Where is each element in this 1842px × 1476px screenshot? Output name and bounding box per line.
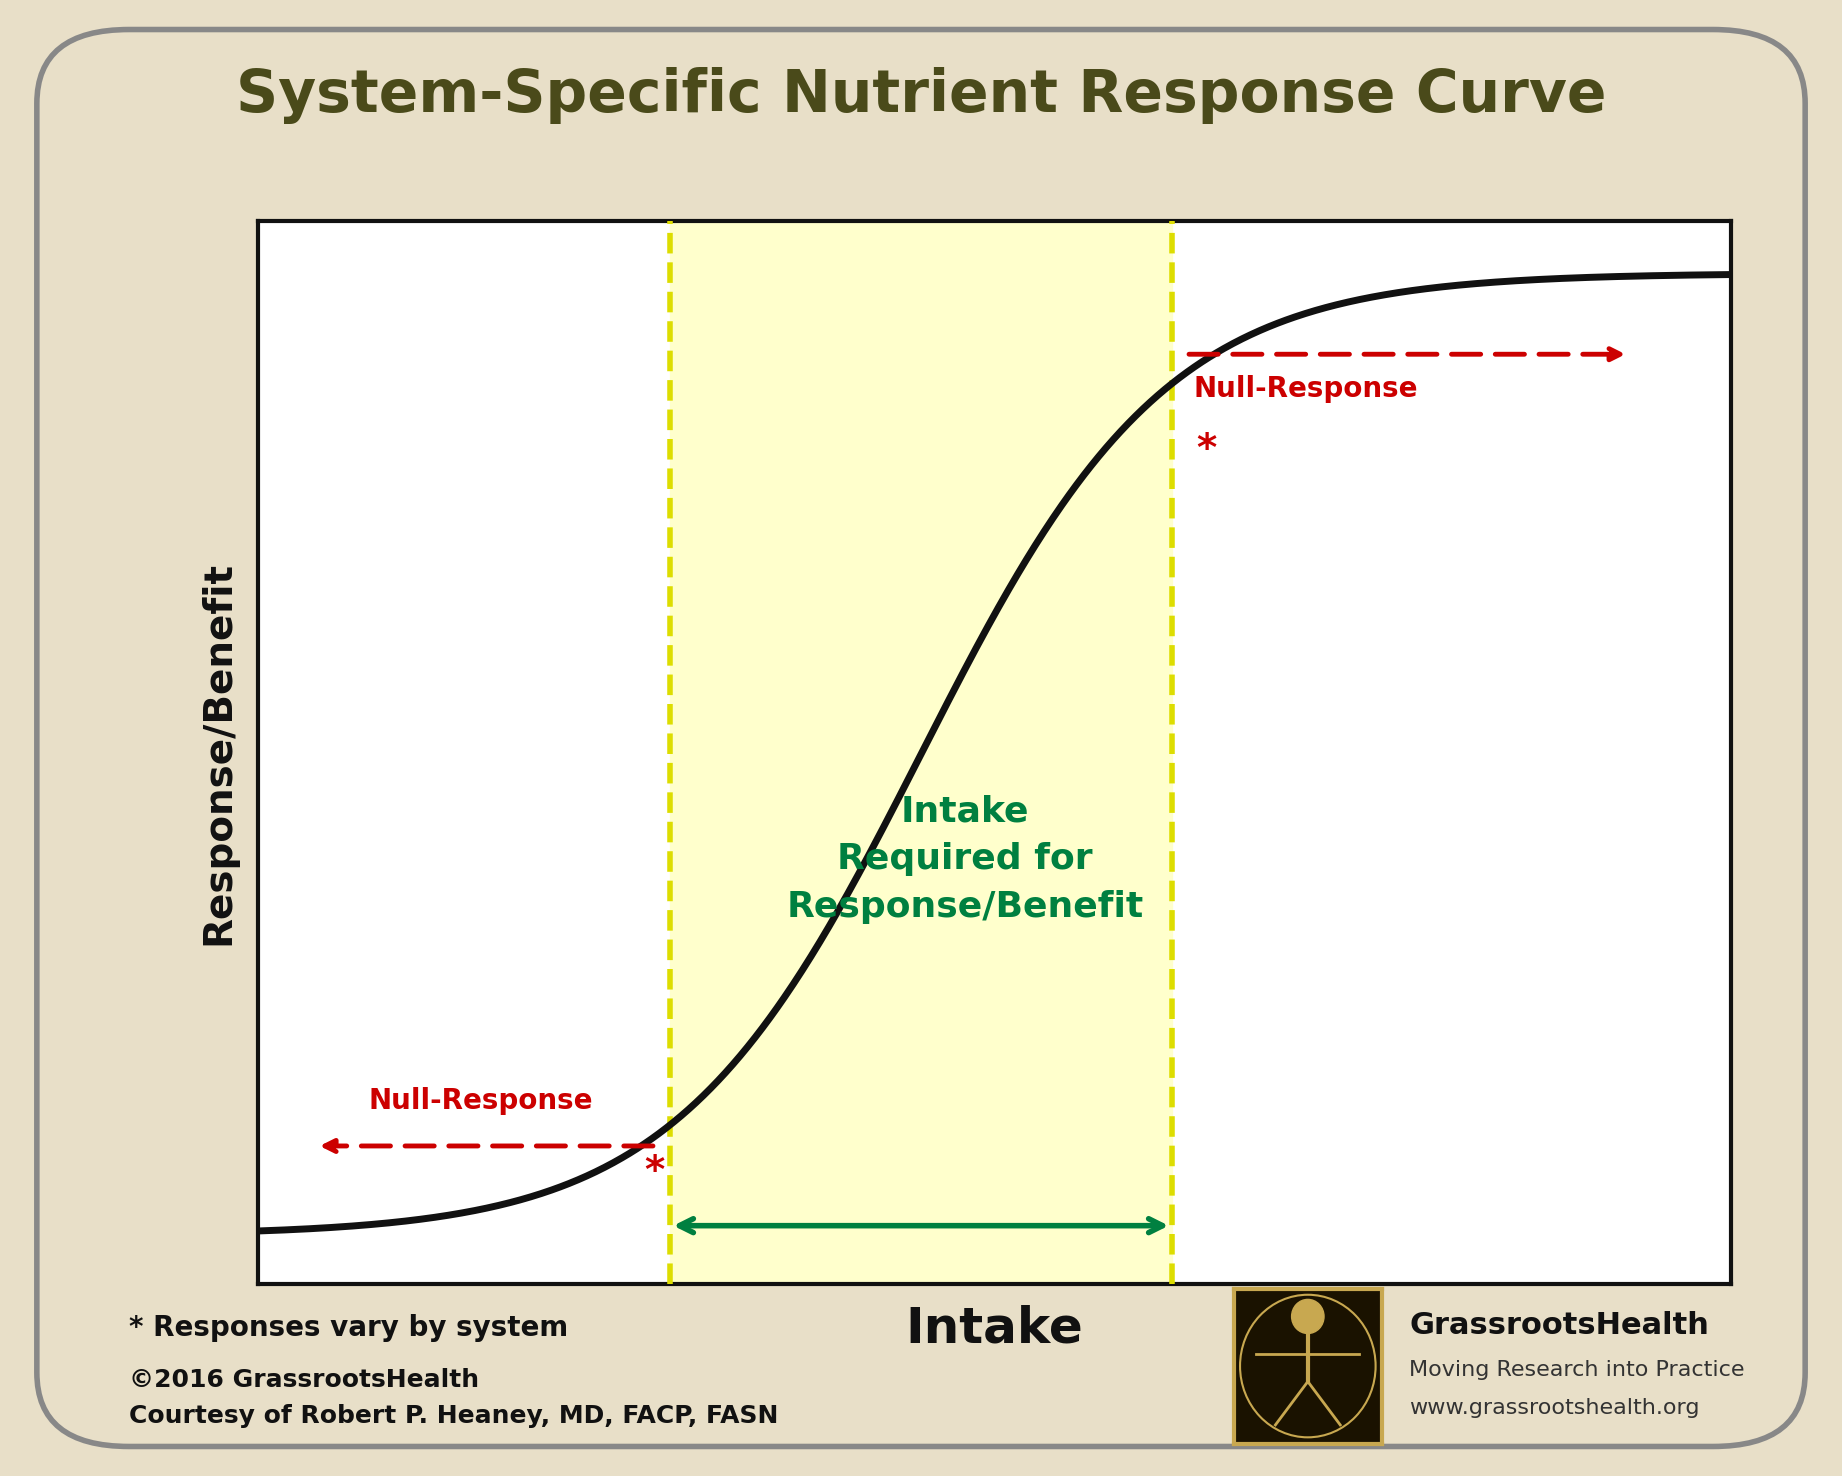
Text: *: * bbox=[1197, 431, 1218, 468]
Text: ©2016 GrassrootsHealth: ©2016 GrassrootsHealth bbox=[129, 1368, 479, 1392]
FancyBboxPatch shape bbox=[37, 30, 1805, 1446]
Text: GrassrootsHealth: GrassrootsHealth bbox=[1409, 1311, 1709, 1340]
Bar bbox=[670, 221, 1172, 1284]
Text: * Responses vary by system: * Responses vary by system bbox=[129, 1314, 567, 1342]
Text: Courtesy of Robert P. Heaney, MD, FACP, FASN: Courtesy of Robert P. Heaney, MD, FACP, … bbox=[129, 1404, 779, 1427]
Text: System-Specific Nutrient Response Curve: System-Specific Nutrient Response Curve bbox=[236, 68, 1606, 124]
Text: Null-Response: Null-Response bbox=[368, 1086, 593, 1114]
Text: Null-Response: Null-Response bbox=[1194, 375, 1418, 403]
Text: *: * bbox=[645, 1153, 665, 1191]
Ellipse shape bbox=[1291, 1299, 1324, 1333]
Text: www.grassrootshealth.org: www.grassrootshealth.org bbox=[1409, 1398, 1700, 1418]
X-axis label: Intake: Intake bbox=[906, 1305, 1083, 1353]
Text: Moving Research into Practice: Moving Research into Practice bbox=[1409, 1359, 1744, 1380]
Text: Intake
Required for
Response/Benefit: Intake Required for Response/Benefit bbox=[787, 794, 1144, 924]
Y-axis label: Response/Benefit: Response/Benefit bbox=[199, 561, 238, 945]
